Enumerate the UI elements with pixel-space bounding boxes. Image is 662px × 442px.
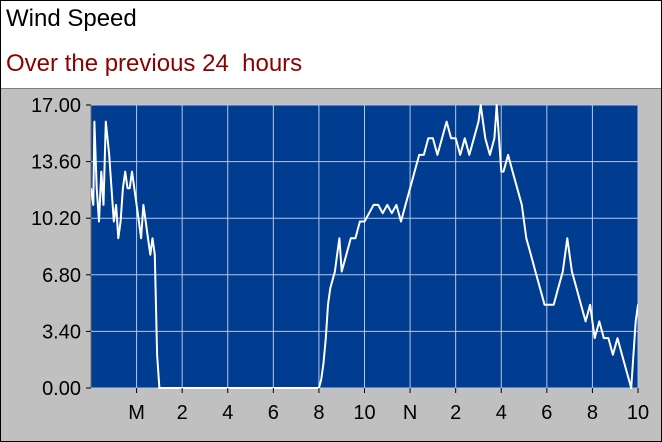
y-tick-label: 17.00 [31,95,81,117]
x-tick-label: 8 [587,402,598,424]
x-tick-label: 4 [222,402,233,424]
y-tick-label: 3.40 [42,321,81,343]
x-tick-label: N [403,402,417,424]
x-tick-label: 10 [627,402,649,424]
y-tick-label: 0.00 [42,378,81,400]
x-tick-label: 8 [313,402,324,424]
y-axis: 0.00 3.40 6.80 10.20 13.60 17.00 [31,95,91,400]
x-tick-label: 6 [268,402,279,424]
y-tick-label: 6.80 [42,265,81,287]
wind-speed-series-line [91,104,638,389]
y-tick-label: 13.60 [31,152,81,174]
x-tick-label: 2 [177,402,188,424]
y-tick-label: 10.20 [31,208,81,230]
series-layer [91,104,638,389]
x-tick-label: 4 [496,402,507,424]
x-axis: M 2 4 6 8 10 N 2 4 6 8 10 [128,388,649,424]
x-tick-label: 10 [353,402,375,424]
x-tick-label: 6 [541,402,552,424]
x-tick-label: 2 [450,402,461,424]
chart-subtitle: Over the previous 24 hours [6,50,303,77]
x-tick-label: M [128,402,145,424]
chart-title: Wind Speed [6,5,137,32]
